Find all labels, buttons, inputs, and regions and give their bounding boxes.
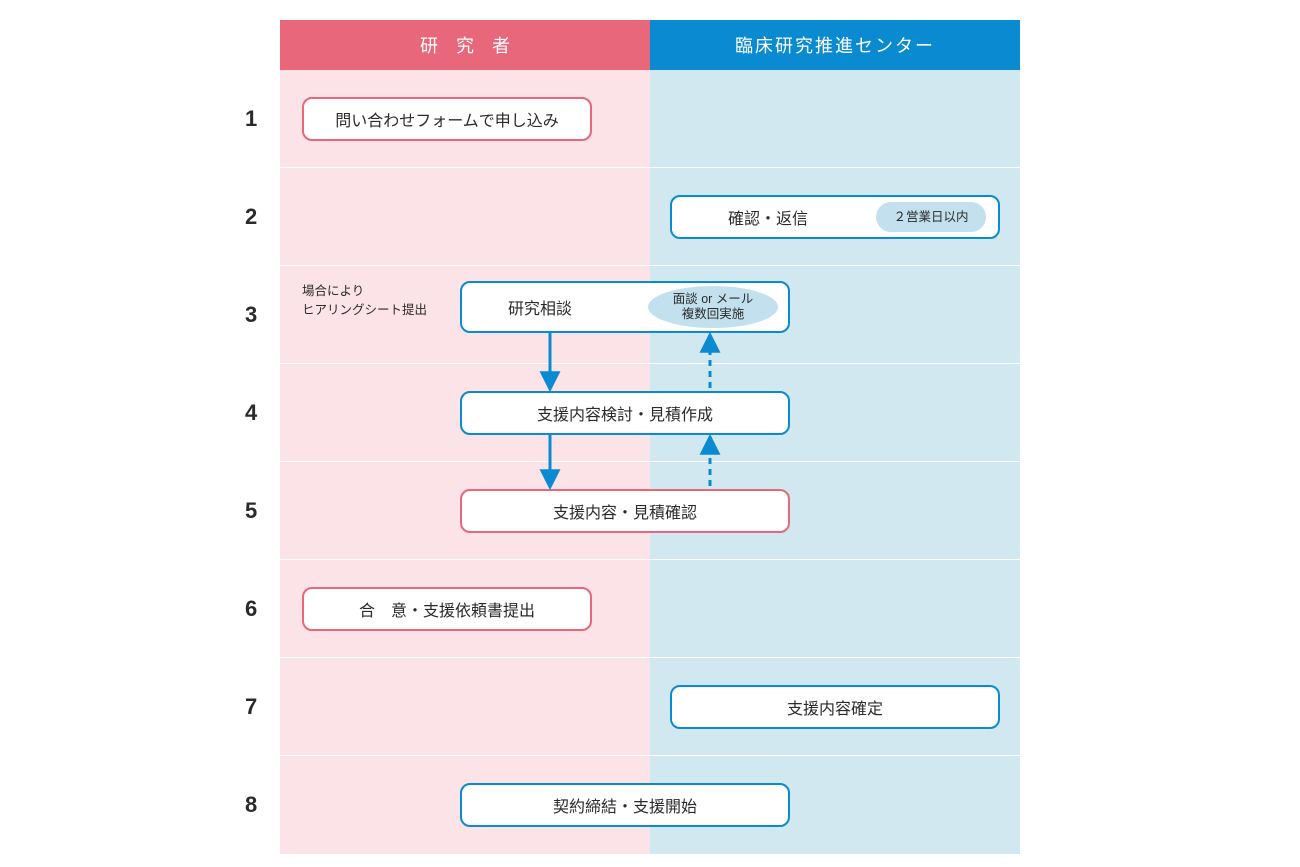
step-num-1: 1 [245,106,257,132]
box-step3: 研究相談 面談 or メール 複数回実施 [460,281,790,333]
box-step6: 合 意・支援依頼書提出 [302,587,592,631]
row-1-right [650,70,1020,168]
header-researcher: 研究者 [280,20,650,70]
step-num-4: 4 [245,400,257,426]
flowchart-container: 研究者 1 2 3 4 5 6 [280,20,1020,854]
step-num-7: 7 [245,694,257,720]
box-step3-label: 研究相談 [508,295,572,319]
badge-step3-l2: 複数回実施 [682,307,745,322]
step-num-8: 8 [245,792,257,818]
box-step8: 契約締結・支援開始 [460,783,790,827]
box-step2-label: 確認・返信 [728,205,808,229]
step-num-5: 5 [245,498,257,524]
box-step7: 支援内容確定 [670,685,1000,729]
rows-left: 1 2 3 4 5 6 7 [280,70,650,854]
col-researcher: 研究者 1 2 3 4 5 6 [280,20,650,854]
badge-step2: ２営業日以内 [876,202,986,232]
row-2-left: 2 [280,168,650,266]
badge-step3-l1: 面談 or メール [673,292,754,307]
box-step4: 支援内容検討・見積作成 [460,391,790,435]
box-step1: 問い合わせフォームで申し込み [302,97,592,141]
step-num-2: 2 [245,204,257,230]
row-6-right [650,560,1020,658]
note-step3: 場合により ヒアリングシート提出 [302,282,427,320]
note-step3-l2: ヒアリングシート提出 [302,303,427,317]
step-num-3: 3 [245,302,257,328]
row-7-left: 7 [280,658,650,756]
box-step2: 確認・返信 ２営業日以内 [670,195,1000,239]
header-center: 臨床研究推進センター [650,20,1020,70]
badge-step3: 面談 or メール 複数回実施 [648,286,778,328]
box-step5: 支援内容・見積確認 [460,489,790,533]
rows-right [650,70,1020,854]
step-num-6: 6 [245,596,257,622]
note-step3-l1: 場合により [302,284,364,298]
